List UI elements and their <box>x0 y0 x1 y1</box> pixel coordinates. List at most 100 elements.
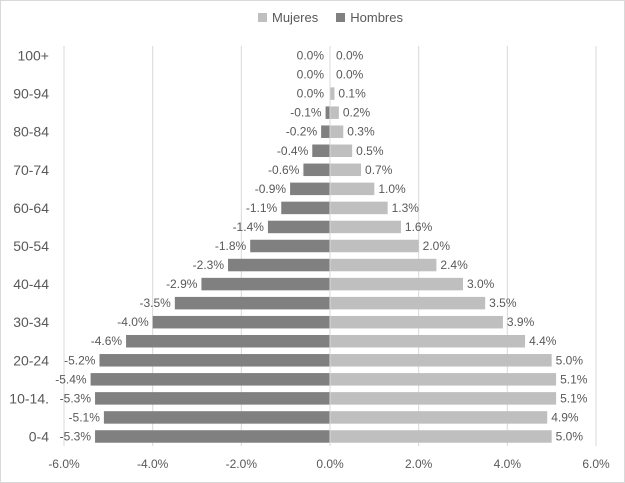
data-label-mujeres: 0.0% <box>336 49 364 63</box>
data-label-hombres: -1.4% <box>233 220 265 234</box>
data-label-mujeres: 3.9% <box>507 315 535 329</box>
data-label-mujeres: 0.2% <box>343 106 371 120</box>
data-label-hombres: -0.1% <box>290 106 322 120</box>
data-label-mujeres: 5.0% <box>556 429 584 443</box>
legend-item-hombres: Hombres <box>336 10 403 25</box>
bar-mujeres <box>330 182 375 196</box>
data-label-mujeres: 1.3% <box>392 201 420 215</box>
data-label-hombres: -0.2% <box>286 125 318 139</box>
legend-label-hombres: Hombres <box>350 10 403 25</box>
legend: Mujeres Hombres <box>258 10 403 25</box>
bar-mujeres <box>330 411 548 424</box>
bar-mujeres <box>330 277 463 291</box>
data-label-hombres: -5.4% <box>55 372 87 386</box>
data-label-mujeres: 0.0% <box>336 68 364 82</box>
y-tick-label: 80-84 <box>13 124 49 140</box>
bar-hombres <box>126 334 330 348</box>
data-label-mujeres: 5.0% <box>556 353 584 367</box>
bar-hombres <box>321 125 330 138</box>
data-label-hombres: -0.6% <box>268 163 300 177</box>
data-label-hombres: 0.0% <box>297 87 325 101</box>
bar-mujeres <box>330 373 557 386</box>
y-tick-label: 10-14. <box>9 390 49 406</box>
y-tick-label: 100+ <box>17 48 49 64</box>
x-tick-label: 6.0% <box>582 457 610 471</box>
y-tick-label: 60-64 <box>13 200 49 216</box>
bar-hombres <box>281 201 330 215</box>
bar-hombres <box>95 392 331 405</box>
data-label-hombres: -3.5% <box>139 296 171 310</box>
data-label-mujeres: 4.9% <box>551 410 579 424</box>
x-tick-label: 2.0% <box>405 457 433 471</box>
x-tick-label: -6.0% <box>48 457 80 471</box>
bar-mujeres <box>330 334 526 348</box>
legend-swatch-mujeres <box>258 13 267 22</box>
x-tick-label: -2.0% <box>226 457 258 471</box>
legend-label-mujeres: Mujeres <box>272 10 319 25</box>
data-label-hombres: -2.9% <box>166 277 198 291</box>
x-tick-label: -4.0% <box>137 457 169 471</box>
bar-mujeres <box>330 392 557 405</box>
y-tick-label: 20-24 <box>13 352 49 368</box>
bar-mujeres <box>330 87 335 100</box>
bar-hombres <box>99 354 330 367</box>
x-tick-label: 0.0% <box>316 457 344 471</box>
bar-hombres <box>103 411 331 424</box>
data-label-hombres: -2.3% <box>193 258 225 272</box>
bar-mujeres <box>330 296 486 310</box>
y-tick-label: 30-34 <box>13 314 49 330</box>
legend-swatch-hombres <box>336 13 346 22</box>
bar-mujeres <box>330 430 552 443</box>
data-label-hombres: -5.3% <box>60 391 92 405</box>
data-label-mujeres: 3.5% <box>489 296 517 310</box>
y-tick-label: 90-94 <box>13 86 49 102</box>
bar-hombres <box>303 163 330 177</box>
bar-hombres <box>228 258 330 272</box>
data-label-mujeres: 2.0% <box>423 239 451 253</box>
data-label-hombres: -1.1% <box>246 201 278 215</box>
bar-mujeres <box>330 163 362 177</box>
y-tick-label: 50-54 <box>13 238 49 254</box>
bar-mujeres <box>330 354 552 367</box>
data-label-mujeres: 0.3% <box>347 125 375 139</box>
data-label-hombres: -5.1% <box>69 410 101 424</box>
bar-hombres <box>201 277 330 291</box>
x-tick-label: 4.0% <box>494 457 522 471</box>
bar-mujeres <box>330 106 339 119</box>
data-label-hombres: 0.0% <box>297 68 325 82</box>
bar-mujeres <box>330 258 437 272</box>
data-label-mujeres: 0.1% <box>338 87 366 101</box>
bar-hombres <box>174 296 330 310</box>
data-label-hombres: -5.2% <box>64 353 96 367</box>
bar-hombres <box>325 106 330 119</box>
data-label-mujeres: 0.5% <box>356 144 384 158</box>
data-label-hombres: -4.0% <box>117 315 149 329</box>
data-label-hombres: -5.3% <box>60 429 92 443</box>
bar-mujeres <box>330 125 344 138</box>
data-label-hombres: -0.4% <box>277 144 309 158</box>
bar-hombres <box>312 144 330 158</box>
legend-item-mujeres: Mujeres <box>258 10 318 25</box>
data-label-mujeres: 2.4% <box>440 258 468 272</box>
bar-hombres <box>95 430 331 443</box>
data-label-mujeres: 3.0% <box>467 277 495 291</box>
bar-hombres <box>290 182 330 196</box>
bar-mujeres <box>330 239 419 253</box>
data-label-mujeres: 1.0% <box>378 182 406 196</box>
data-label-mujeres: 5.1% <box>560 372 588 386</box>
bar-mujeres <box>330 220 401 234</box>
bar-mujeres <box>330 201 388 215</box>
y-tick-label: 40-44 <box>13 276 49 292</box>
bar-mujeres <box>330 315 503 329</box>
data-label-hombres: -0.9% <box>255 182 287 196</box>
y-tick-label: 70-74 <box>13 162 49 178</box>
data-label-mujeres: 1.6% <box>405 220 433 234</box>
bar-hombres <box>250 239 330 253</box>
bar-hombres <box>90 373 330 386</box>
bar-mujeres <box>330 144 353 158</box>
data-label-hombres: -4.6% <box>91 334 123 348</box>
data-label-mujeres: 4.4% <box>529 334 557 348</box>
data-label-hombres: 0.0% <box>297 49 325 63</box>
bar-hombres <box>267 220 330 234</box>
